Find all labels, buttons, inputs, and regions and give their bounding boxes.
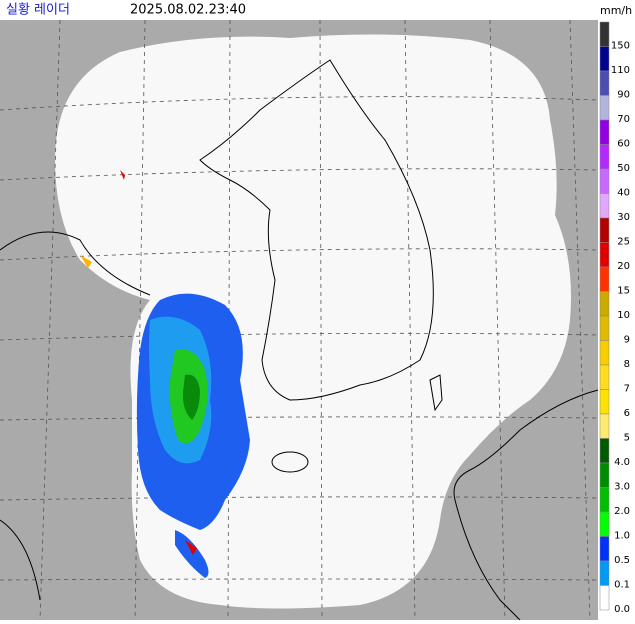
legend-label: 30 bbox=[617, 212, 630, 223]
legend-swatch bbox=[599, 193, 610, 219]
legend-swatch bbox=[599, 389, 610, 415]
legend-swatch bbox=[599, 511, 610, 537]
legend-swatch bbox=[599, 536, 610, 562]
legend-swatch bbox=[599, 266, 610, 292]
legend-swatch bbox=[599, 95, 610, 121]
legend-label: 9 bbox=[624, 335, 630, 346]
legend-swatch bbox=[599, 560, 610, 586]
legend-swatch bbox=[599, 487, 610, 513]
legend-label: 10 bbox=[617, 310, 630, 321]
legend-label: 5 bbox=[624, 433, 630, 444]
legend-label: 50 bbox=[617, 163, 630, 174]
unit: mm/h bbox=[600, 4, 632, 17]
legend-swatch bbox=[599, 46, 610, 72]
legend-label: 40 bbox=[617, 188, 630, 199]
legend-label: 70 bbox=[617, 114, 630, 125]
legend: 150 110 90 70 60 50 40 30 25 20 15 10 9 8 7 6 5 4.0 3.0 2.0… bbox=[599, 21, 630, 615]
coastlines bbox=[0, 59, 599, 621]
legend-label: 8 bbox=[624, 359, 630, 370]
legend-swatch bbox=[599, 21, 610, 47]
legend-label: 0.1 bbox=[614, 580, 630, 591]
legend-label: 1.0 bbox=[614, 531, 630, 542]
legend-swatch bbox=[599, 340, 610, 366]
legend-swatch bbox=[599, 217, 610, 243]
legend-swatch bbox=[599, 585, 610, 611]
title: 실황 레이더 bbox=[6, 3, 70, 18]
legend-swatch bbox=[599, 413, 610, 439]
legend-label: 4.0 bbox=[614, 457, 630, 468]
legend-label: 3.0 bbox=[614, 482, 630, 493]
legend-label: 7 bbox=[624, 384, 630, 395]
legend-swatch bbox=[599, 438, 610, 464]
legend-swatch bbox=[599, 144, 610, 170]
legend-swatch bbox=[599, 462, 610, 488]
legend-label: 2.0 bbox=[614, 506, 630, 517]
timestamp: 2025.08.02.23:40 bbox=[130, 3, 246, 18]
legend-label: 6 bbox=[624, 408, 630, 419]
legend-label: 150 bbox=[611, 41, 630, 52]
legend-swatch bbox=[599, 168, 610, 194]
legend-label: 15 bbox=[617, 286, 630, 297]
legend-label: 0.0 bbox=[614, 604, 630, 615]
legend-swatch bbox=[599, 242, 610, 268]
legend-swatch bbox=[599, 291, 610, 317]
grid bbox=[0, 19, 599, 621]
legend-label: 25 bbox=[617, 237, 630, 248]
map bbox=[0, 19, 599, 621]
legend-label: 110 bbox=[611, 65, 630, 76]
legend-label: 90 bbox=[617, 90, 630, 101]
legend-label: 60 bbox=[617, 139, 630, 150]
legend-swatch bbox=[599, 315, 610, 341]
legend-label: 0.5 bbox=[614, 555, 630, 566]
legend-label: 20 bbox=[617, 261, 630, 272]
legend-swatch bbox=[599, 364, 610, 390]
precipitation bbox=[80, 170, 250, 578]
legend-swatch bbox=[599, 119, 610, 145]
legend-swatch bbox=[599, 70, 610, 96]
